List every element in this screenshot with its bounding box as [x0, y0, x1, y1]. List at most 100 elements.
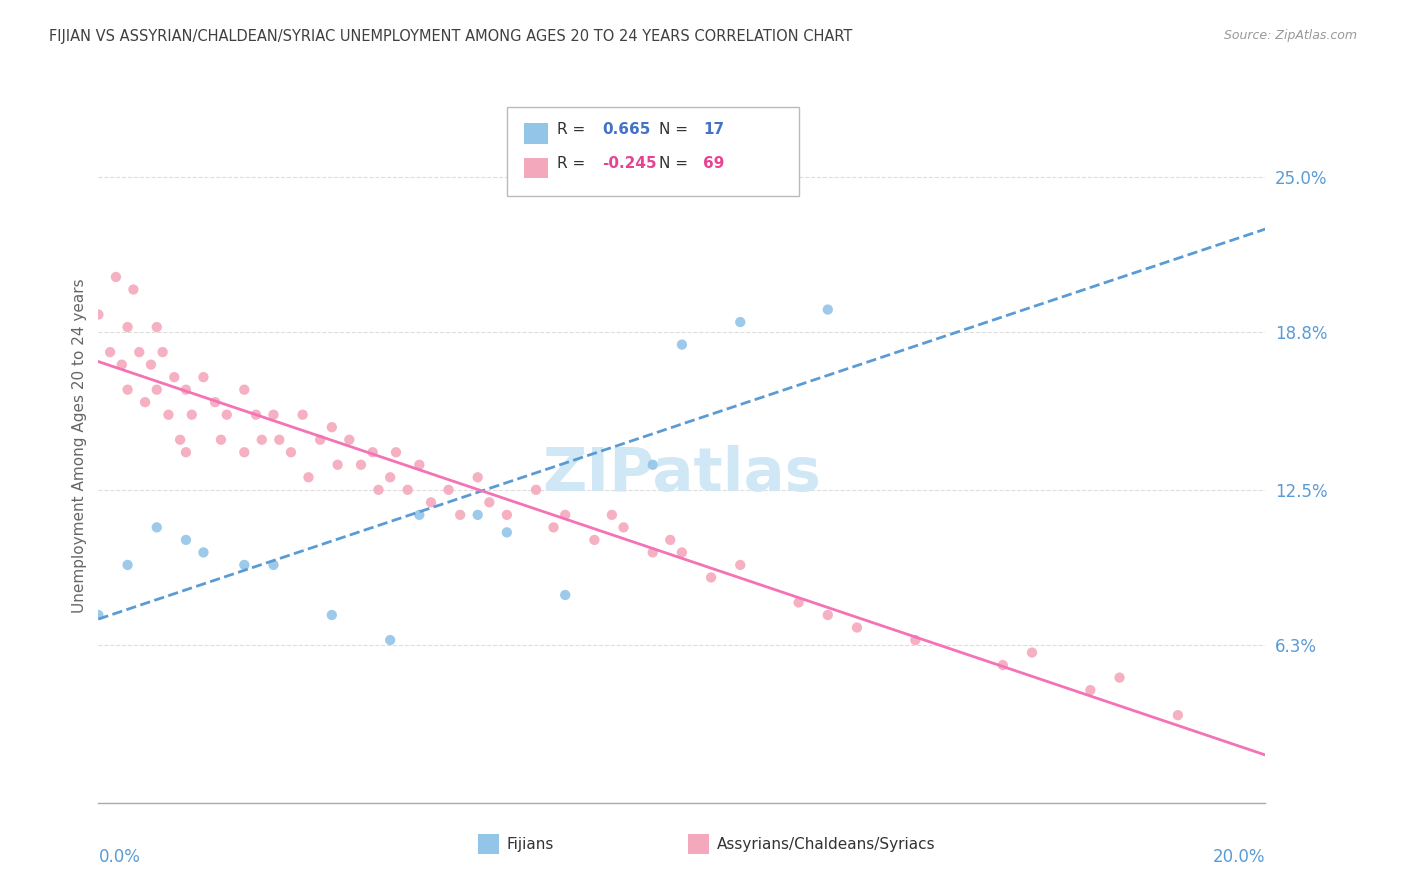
- Point: [117, 383, 139, 397]
- Point: [117, 558, 139, 572]
- Point: [1080, 683, 1102, 698]
- Point: [846, 621, 869, 635]
- Point: [157, 408, 180, 422]
- Point: [98, 345, 121, 359]
- Point: [641, 458, 664, 472]
- Point: [817, 302, 839, 317]
- Point: [87, 607, 110, 622]
- Point: [215, 408, 238, 422]
- Point: [467, 508, 489, 522]
- Point: [361, 445, 384, 459]
- Point: [139, 358, 162, 372]
- Point: [169, 433, 191, 447]
- Point: [408, 458, 430, 472]
- Text: N =: N =: [658, 122, 692, 137]
- Point: [174, 383, 197, 397]
- Text: 0.665: 0.665: [603, 122, 651, 137]
- Point: [449, 508, 471, 522]
- Point: [233, 383, 256, 397]
- Point: [87, 308, 110, 322]
- Text: FIJIAN VS ASSYRIAN/CHALDEAN/SYRIAC UNEMPLOYMENT AMONG AGES 20 TO 24 YEARS CORREL: FIJIAN VS ASSYRIAN/CHALDEAN/SYRIAC UNEMP…: [49, 29, 852, 44]
- Point: [204, 395, 226, 409]
- Point: [233, 558, 256, 572]
- Point: [524, 483, 547, 497]
- Point: [297, 470, 319, 484]
- Bar: [524, 123, 548, 144]
- Text: N =: N =: [658, 156, 692, 171]
- Point: [467, 470, 489, 484]
- Point: [291, 408, 314, 422]
- Point: [250, 433, 273, 447]
- Point: [671, 545, 693, 559]
- Point: [496, 525, 519, 540]
- Point: [583, 533, 606, 547]
- Point: [408, 508, 430, 522]
- Point: [209, 433, 232, 447]
- Text: 69: 69: [703, 156, 724, 171]
- Point: [496, 508, 519, 522]
- Point: [128, 345, 150, 359]
- Point: [437, 483, 460, 497]
- Point: [600, 508, 623, 522]
- Point: [671, 337, 693, 351]
- Point: [233, 445, 256, 459]
- Point: [309, 433, 332, 447]
- Point: [146, 383, 169, 397]
- Text: Source: ZipAtlas.com: Source: ZipAtlas.com: [1223, 29, 1357, 42]
- Text: -0.245: -0.245: [603, 156, 657, 171]
- Point: [350, 458, 373, 472]
- Point: [152, 345, 174, 359]
- Point: [700, 570, 723, 584]
- Text: 20.0%: 20.0%: [1213, 848, 1265, 866]
- Point: [420, 495, 443, 509]
- Point: [180, 408, 202, 422]
- Point: [104, 270, 127, 285]
- Point: [321, 420, 343, 434]
- Point: [367, 483, 389, 497]
- Point: [174, 533, 197, 547]
- Point: [991, 658, 1014, 673]
- Point: [163, 370, 186, 384]
- Point: [146, 520, 169, 534]
- Bar: [478, 834, 499, 855]
- Point: [1021, 646, 1043, 660]
- Point: [730, 558, 752, 572]
- Point: [262, 558, 284, 572]
- Point: [1108, 671, 1130, 685]
- Point: [262, 408, 284, 422]
- Text: 17: 17: [703, 122, 724, 137]
- Bar: [688, 834, 709, 855]
- Point: [659, 533, 682, 547]
- Point: [730, 315, 752, 329]
- FancyBboxPatch shape: [508, 107, 799, 196]
- Point: [904, 633, 927, 648]
- Point: [321, 607, 343, 622]
- Point: [193, 370, 215, 384]
- Point: [245, 408, 267, 422]
- Point: [380, 470, 402, 484]
- Point: [111, 358, 134, 372]
- Point: [396, 483, 419, 497]
- Point: [380, 633, 402, 648]
- Y-axis label: Unemployment Among Ages 20 to 24 years: Unemployment Among Ages 20 to 24 years: [72, 278, 87, 614]
- Point: [280, 445, 302, 459]
- Bar: [524, 158, 548, 178]
- Point: [174, 445, 197, 459]
- Text: R =: R =: [557, 122, 591, 137]
- Point: [641, 545, 664, 559]
- Point: [134, 395, 156, 409]
- Point: [787, 595, 810, 609]
- Text: R =: R =: [557, 156, 591, 171]
- Point: [554, 508, 576, 522]
- Point: [817, 607, 839, 622]
- Text: ZIPatlas: ZIPatlas: [543, 445, 821, 504]
- Text: Assyrians/Chaldeans/Syriacs: Assyrians/Chaldeans/Syriacs: [717, 837, 935, 852]
- Point: [337, 433, 360, 447]
- Point: [193, 545, 215, 559]
- Point: [326, 458, 349, 472]
- Point: [385, 445, 408, 459]
- Text: Fijians: Fijians: [508, 837, 554, 852]
- Point: [554, 588, 576, 602]
- Point: [543, 520, 565, 534]
- Point: [117, 320, 139, 334]
